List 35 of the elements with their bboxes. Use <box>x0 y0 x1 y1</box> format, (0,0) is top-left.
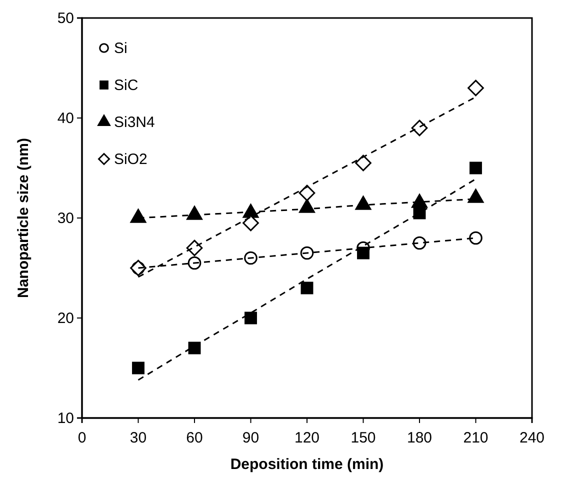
y-tick-label: 50 <box>57 10 74 27</box>
point <box>132 362 144 374</box>
y-tick-label: 40 <box>57 110 74 127</box>
y-axis-title: Nanoparticle size (nm) <box>15 138 32 298</box>
x-tick-label: 180 <box>406 430 432 446</box>
point <box>244 251 258 265</box>
point <box>298 184 316 202</box>
y-tick-label: 30 <box>57 210 74 227</box>
point <box>469 231 482 245</box>
x-tick-label: 150 <box>350 430 376 446</box>
point <box>244 312 257 324</box>
y-tick-label: 10 <box>57 410 74 427</box>
point <box>470 162 482 174</box>
point <box>412 236 426 250</box>
line-series <box>138 178 476 381</box>
point <box>242 214 259 232</box>
point <box>188 256 202 270</box>
legend-label: Si3N4 <box>114 114 155 131</box>
y-tick-label: 20 <box>57 310 74 327</box>
point <box>355 154 372 172</box>
point <box>357 246 370 260</box>
x-tick-label: 90 <box>242 430 260 446</box>
x-axis-title: Deposition time (min) <box>230 456 384 473</box>
x-tick-label: 30 <box>130 430 147 446</box>
x-tick-label: 240 <box>519 430 545 446</box>
legend-label: SiO2 <box>114 151 148 168</box>
point <box>300 246 314 260</box>
point <box>468 80 484 96</box>
point <box>300 282 314 294</box>
legend-label: Si <box>114 40 128 57</box>
x-tick-label: 210 <box>463 430 488 446</box>
legend-label: SiC <box>114 77 138 94</box>
x-tick-label: 120 <box>294 430 320 446</box>
x-tick-label: 60 <box>186 430 203 446</box>
x-tick-label: 0 <box>78 430 86 446</box>
